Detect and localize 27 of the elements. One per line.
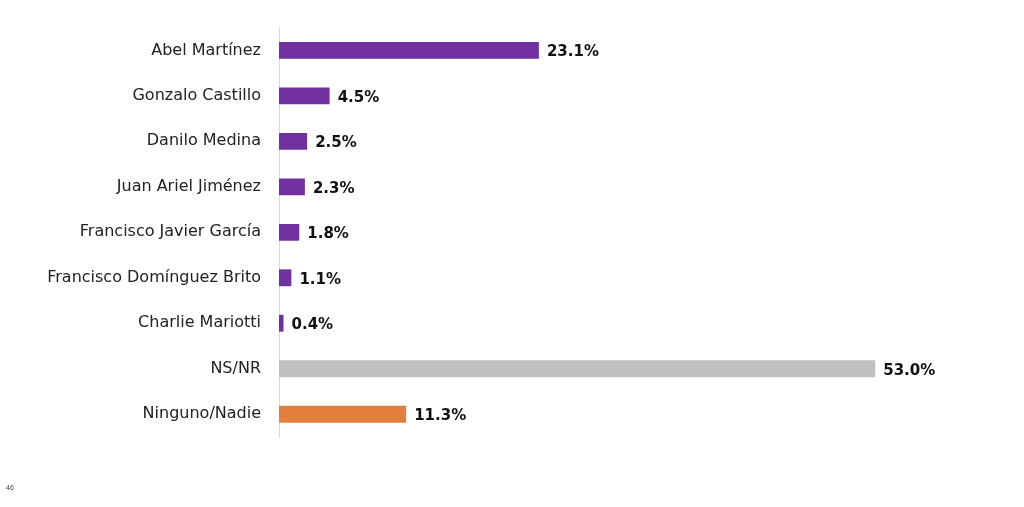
y-tick-label: Danilo Medina (146, 130, 261, 150)
bar (279, 223, 300, 241)
bar (279, 314, 284, 332)
bar (279, 132, 308, 150)
data-label: 4.5% (337, 87, 380, 106)
bar (279, 41, 539, 59)
y-tick-label: Charlie Mariotti (138, 312, 261, 332)
bar (279, 178, 305, 196)
y-tick-label: Francisco Domínguez Brito (47, 266, 261, 286)
data-label: 23.1% (546, 42, 599, 61)
data-label: 11.3% (414, 406, 467, 425)
y-tick-label: Francisco Javier García (79, 221, 261, 241)
y-tick-label: Juan Ariel Jiménez (115, 175, 261, 195)
data-label: 2.5% (315, 133, 357, 152)
data-label: 0.4% (291, 315, 334, 334)
bar (279, 405, 407, 423)
y-tick-label: Ninguno/Nadie (142, 403, 261, 423)
data-label: 2.3% (312, 178, 355, 197)
y-tick-label: Abel Martínez (151, 39, 261, 59)
y-tick-label: Gonzalo Castillo (132, 84, 261, 104)
bar (279, 360, 876, 378)
bar (279, 87, 330, 105)
data-label: 1.8% (307, 224, 349, 243)
data-label: 53.0% (883, 360, 936, 379)
data-label: 1.1% (299, 269, 341, 288)
y-tick-label: NS/NR (210, 357, 261, 377)
bar (279, 269, 292, 287)
